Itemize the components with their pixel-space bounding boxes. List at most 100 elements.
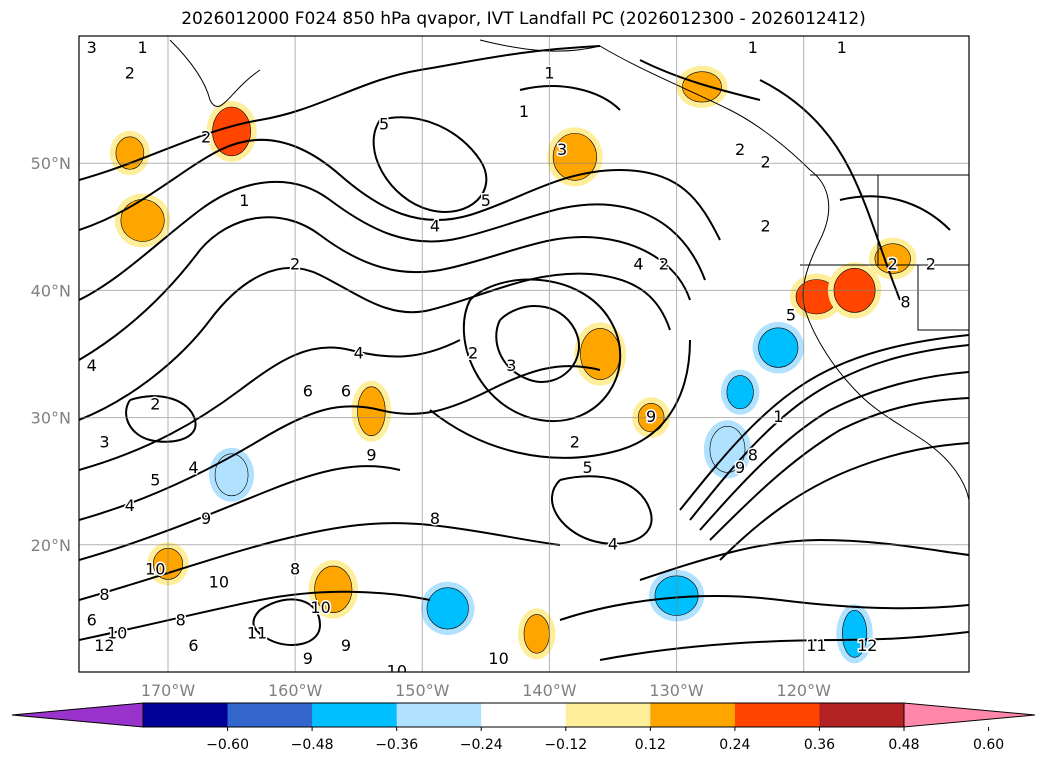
contour-label: 12 [857,636,877,655]
contour-label: 2 [888,254,898,273]
contour-label: 3 [99,433,109,452]
anomaly-patch [115,136,145,170]
anomaly-patch [842,609,868,658]
contour-label: 10 [107,623,127,642]
x-tick-label: 130°W [649,681,704,700]
contour-label: 8 [900,293,910,312]
anomaly-patch [709,425,746,473]
x-tick-label: 120°W [777,681,832,700]
contour-label: 1 [773,407,783,426]
anomaly-patch [580,328,621,380]
contour-label: 1 [544,64,554,83]
colorbar-tick-label: 0.36 [804,737,835,753]
contour-label: 4 [87,356,97,375]
anomaly-patch [758,327,799,368]
colorbar-box [396,703,482,727]
anomaly-patch [726,375,754,410]
y-tick-label: 50°N [31,154,71,173]
contour-label: 2 [201,127,211,146]
anomaly-patch [552,133,597,181]
contour-label: 4 [608,534,618,553]
anomaly-patch [314,565,353,613]
anomaly-patch [523,614,550,654]
contour-label: 6 [303,382,313,401]
contour-label: 12 [94,636,114,655]
colorbar-tick-label: 0.48 [888,737,919,753]
contour-label: 9 [646,407,656,426]
contour-label: 9 [366,445,376,464]
contour-label: 10 [145,560,165,579]
colorbar-box [734,703,820,727]
colorbar-box [650,703,736,727]
contour-label: 2 [926,254,936,273]
contour-label: 1 [519,102,529,121]
anomaly-patch [682,71,722,103]
qvapor-contours [79,45,969,661]
colorbar-box [227,703,313,727]
x-tick-label: 170°W [141,681,196,700]
x-tick-label: 140°W [522,681,577,700]
contour-label: 1 [137,38,147,57]
contour-label: 11 [247,623,267,642]
colorbar-box [481,703,567,727]
contour-label: 2 [468,344,478,363]
colorbar-ticks: −0.60 −0.48 −0.36 −0.24 −0.12 0.12 0.24 0.36 0.4… [206,727,1004,753]
y-tick-label: 30°N [31,409,71,428]
contour-label: 11 [806,636,826,655]
contour-label: 6 [341,382,351,401]
contour-label: 6 [87,611,97,630]
contour-label: 2 [290,254,300,273]
colorbar-extend-high [903,702,1036,728]
contour-label: 5 [150,471,160,490]
colorbar-box [312,703,398,727]
colorbar-tick-label: −0.12 [544,737,587,753]
colorbar-box [565,703,651,727]
contour-label: 8 [99,585,109,604]
x-axis-ticks: 170°W 160°W 150°W 140°W 130°W 120°W [141,681,831,700]
contour-label: 8 [430,509,440,528]
contour-label: 1 [837,38,847,57]
contour-label: 9 [735,458,745,477]
contour-label: 5 [379,115,389,134]
map-border [78,35,970,673]
contour-label: 2 [570,433,580,452]
contour-label: 2 [735,140,745,159]
contour-label: 1 [239,191,249,210]
contour-label: 5 [481,191,491,210]
y-tick-label: 40°N [31,281,71,300]
colorbar [11,702,1036,728]
anomaly-patch [120,199,165,242]
colorbar-tick-label: −0.48 [291,737,334,753]
colorbar-extend-low [11,702,144,728]
colorbar-tick-label: −0.24 [460,737,503,753]
contour-label: 10 [387,662,407,681]
colorbar-tick-label: 0.60 [973,737,1004,753]
contour-label: 8 [290,560,300,579]
contour-label: 5 [786,305,796,324]
contour-label: 9 [303,649,313,668]
colorbar-tick-label: −0.36 [375,737,418,753]
contour-label: 2 [659,254,669,273]
anomaly-patches [109,65,917,664]
x-tick-label: 150°W [395,681,450,700]
contour-label: 2 [125,64,135,83]
contour-label: 1 [748,38,758,57]
colorbar-tick-label: 0.12 [635,737,666,753]
colorbar-border [142,702,905,728]
contour-label: 4 [188,458,198,477]
contour-label: 10 [209,572,229,591]
colorbar-tick-label: 0.24 [719,737,750,753]
contour-label: 4 [354,344,364,363]
contour-label: 3 [87,38,97,57]
chart-title: 2026012000 F024 850 hPa qvapor, IVT Land… [181,9,866,29]
contour-label: 6 [188,636,198,655]
contour-label: 2 [760,153,770,172]
contour-label: 3 [557,140,567,159]
colorbar-box [143,703,229,727]
anomaly-patch [214,453,249,497]
contour-label: 9 [201,509,211,528]
y-tick-label: 20°N [31,536,71,555]
contour-label: 10 [310,598,330,617]
contour-label: 3 [506,356,516,375]
